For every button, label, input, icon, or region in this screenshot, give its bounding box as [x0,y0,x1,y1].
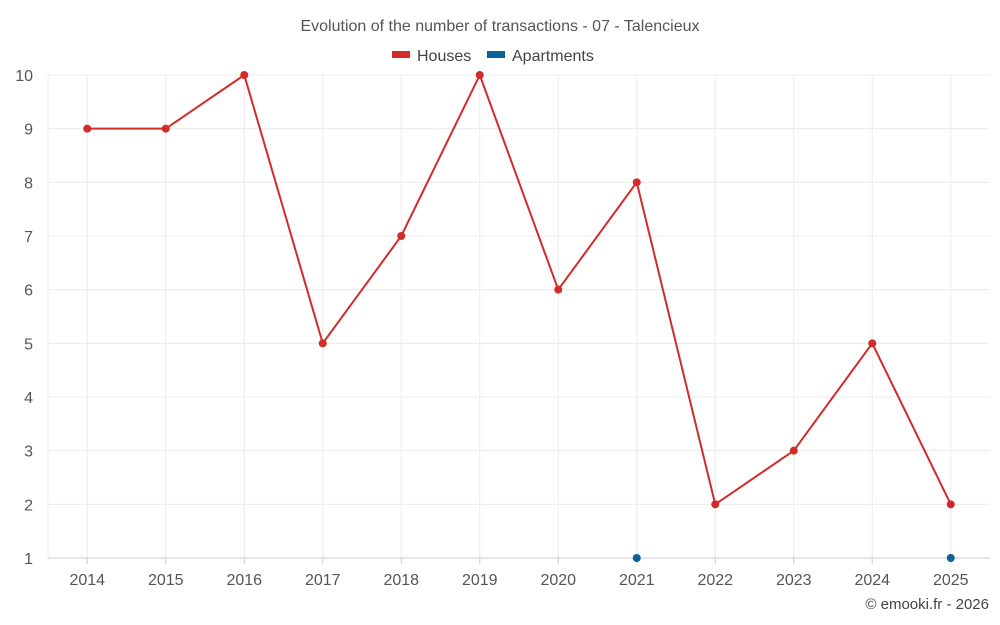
grid [47,74,990,558]
data-point-apartments[interactable] [632,554,641,562]
data-point-houses[interactable] [83,124,92,133]
y-tick-label: 6 [24,283,33,300]
x-tick-label: 2016 [226,572,262,589]
y-tick-label: 8 [24,175,33,192]
y-tick-label: 2 [24,497,33,514]
x-tick-label: 2020 [540,572,576,589]
y-tick-label: 3 [24,444,33,461]
series-apartments [632,554,955,562]
x-tick-label: 2023 [776,572,812,589]
series [83,71,955,562]
data-point-houses[interactable] [240,71,249,79]
data-point-houses[interactable] [397,232,406,240]
chart-title: Evolution of the number of transactions … [300,18,699,35]
series-line-houses [87,72,952,506]
x-tick-label: 2021 [619,572,655,589]
legend-item-houses[interactable]: Houses [392,48,471,65]
y-tick-label: 9 [24,122,33,139]
y-tick-label: 1 [24,551,33,568]
data-point-houses[interactable] [946,500,955,509]
legend-label-houses: Houses [417,48,471,65]
y-axis: 1 2 3 4 5 6 7 8 9 10 [15,68,33,568]
x-tick-label: 2018 [383,572,419,589]
x-tick-label: 2014 [69,572,105,589]
x-tick-label: 2022 [697,572,733,589]
x-tick-label: 2024 [854,572,890,589]
y-tick-label: 10 [15,68,33,85]
legend-label-apartments: Apartments [512,48,594,65]
y-tick-label: 5 [24,336,33,353]
x-tick-label: 2017 [305,572,341,589]
x-tick-label: 2025 [933,572,969,589]
y-tick-label: 4 [24,390,33,407]
legend-item-apartments[interactable]: Apartments [487,48,594,65]
legend-swatch-apartments [487,51,505,58]
data-point-houses[interactable] [711,500,720,509]
data-point-houses[interactable] [318,339,327,348]
y-tick-label: 7 [24,229,33,246]
data-point-apartments[interactable] [946,554,955,562]
x-tick-label: 2015 [148,572,184,589]
legend-swatch-houses [392,51,410,58]
legend: Houses Apartments [392,48,594,65]
x-axis: 2014 2015 2016 2017 2018 2019 2020 2021 2022 2023… [48,557,990,589]
data-point-houses[interactable] [554,285,563,294]
data-point-houses[interactable] [632,178,641,187]
series-houses [83,71,955,509]
data-point-houses[interactable] [868,339,877,348]
data-point-houses[interactable] [475,71,484,79]
data-point-houses[interactable] [161,124,170,133]
x-tick-label: 2019 [462,572,498,589]
data-point-houses[interactable] [789,446,798,455]
credit-text: © emooki.fr - 2026 [865,596,989,613]
